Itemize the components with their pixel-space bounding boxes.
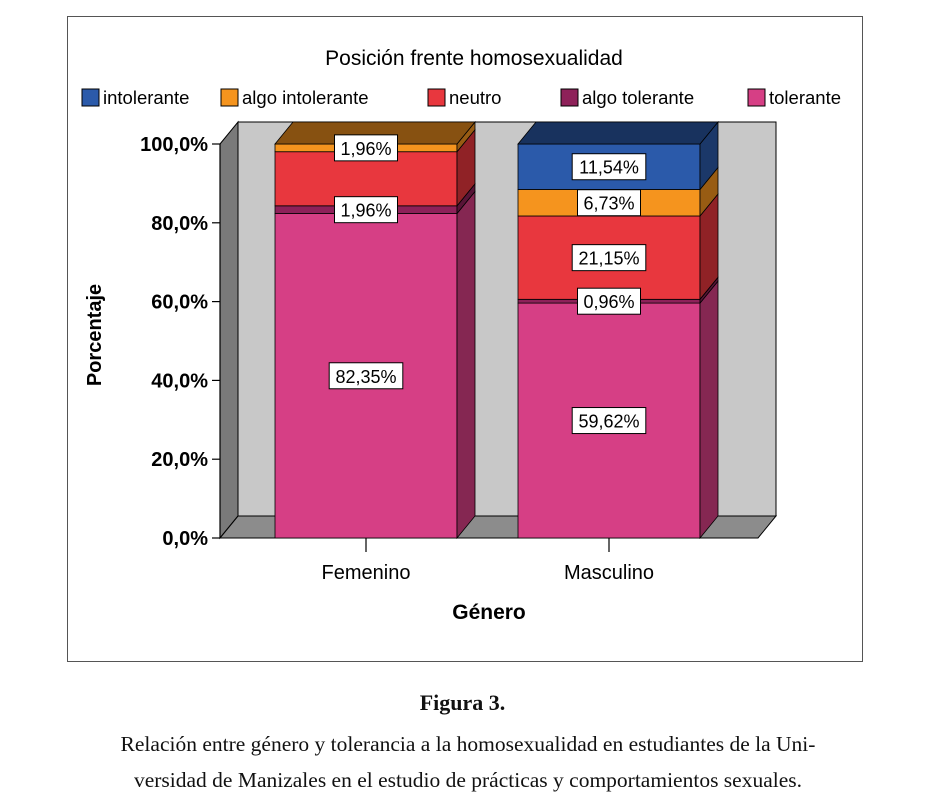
data-label-femenino-algo-intolerante: 1,96% <box>334 134 398 162</box>
chart-title: Posición frente homosexualidad <box>325 47 623 70</box>
y-axis-title: Porcentaje <box>84 284 106 386</box>
data-label-femenino-tolerante-text: 82,35% <box>335 367 396 387</box>
legend-swatch <box>747 88 766 107</box>
data-label-masculino-neutro: 21,15% <box>571 244 647 272</box>
x-tick-label: Masculino <box>564 562 654 584</box>
y-tick-label: 100,0% <box>140 134 208 156</box>
bar-femenino-tolerante-side <box>456 190 476 540</box>
y-tick-label: 60,0% <box>151 292 208 314</box>
legend-label: intolerante <box>103 87 189 108</box>
chart-frame: 0,0% 20,0% 40,0% 60,0% 80,0% 100,0% Femenino Ma… <box>67 16 863 662</box>
x-axis-title: Género <box>452 601 526 624</box>
figure-label: Figura 3. <box>419 690 506 715</box>
legend-swatch <box>427 88 446 107</box>
y-tick-label: 0,0% <box>162 528 208 550</box>
y-tick-label: 80,0% <box>151 213 208 235</box>
legend-swatch <box>560 88 579 107</box>
data-label-femenino-tolerante: 82,35% <box>328 362 404 390</box>
data-label-masculino-tolerante-box <box>571 407 647 435</box>
data-label-masculino-algo-tolerante-text: 0,96% <box>583 292 634 312</box>
bar-masculino-top <box>517 121 719 145</box>
data-label-femenino-algo-tolerante: 1,96% <box>334 196 398 224</box>
data-label-masculino-intolerante-text: 11,54% <box>579 158 639 178</box>
data-label-femenino-algo-tolerante-text: 1,96% <box>340 201 391 221</box>
chart-axes: 0,0% 20,0% 40,0% 60,0% 80,0% 100,0% Femenino Ma… <box>140 134 654 584</box>
data-label-masculino-intolerante: 11,54% <box>571 153 647 181</box>
legend-swatch <box>81 88 100 107</box>
data-label-femenino-algo-tolerante-box <box>334 196 398 224</box>
x-tick-label: Femenino <box>322 562 411 584</box>
data-label-masculino-algo-tolerante: 0,96% <box>577 287 641 315</box>
figure-caption-line-2: versidad de Manizales en el estudio de p… <box>133 768 803 792</box>
data-label-masculino-tolerante: 59,62% <box>571 407 647 435</box>
data-label-masculino-neutro-text: 21,15% <box>578 249 639 269</box>
legend-swatch <box>220 88 239 107</box>
data-label-masculino-intolerante-box <box>571 153 647 181</box>
legend-label: tolerante <box>769 87 841 108</box>
data-label-masculino-algo-tolerante-box <box>577 287 641 315</box>
legend-label: neutro <box>449 87 501 108</box>
side-wall <box>219 120 239 540</box>
y-tick-label: 20,0% <box>151 449 208 471</box>
data-label-masculino-algo-intolerante: 6,73% <box>577 189 641 217</box>
legend-item-algo-intolerante: algo intolerante <box>220 87 369 108</box>
bar-masculino-tolerante-side <box>699 279 719 540</box>
legend-label: algo tolerante <box>582 87 694 108</box>
figure-caption-line-1: Relación entre género y tolerancia a la … <box>120 732 816 756</box>
figure-caption: Relación entre género y tolerancia a la … <box>28 726 908 798</box>
data-label-femenino-algo-intolerante-box <box>334 134 398 162</box>
bar-femenino-tolerante <box>274 190 476 540</box>
data-label-masculino-algo-intolerante-text: 6,73% <box>583 194 634 214</box>
legend-item-tolerante: tolerante <box>747 87 841 108</box>
data-label-masculino-neutro-box <box>571 244 647 272</box>
chart-legend: intolerante algo intolerante neutro algo to… <box>81 87 841 108</box>
data-label-femenino-tolerante-box <box>328 362 404 390</box>
legend-item-algo-tolerante: algo tolerante <box>560 87 694 108</box>
data-label-femenino-algo-intolerante-text: 1,96% <box>340 139 391 159</box>
chart-labels: 82,35% 1,96% 1,96% 59,62% 0,96% 21,15% 6,73% 11… <box>328 134 647 435</box>
y-tick-label: 40,0% <box>151 370 208 392</box>
legend-item-intolerante: intolerante <box>81 87 189 108</box>
data-label-masculino-tolerante-text: 59,62% <box>578 412 639 432</box>
chart-svg: 0,0% 20,0% 40,0% 60,0% 80,0% 100,0% Femenino Ma… <box>81 47 841 624</box>
data-label-masculino-algo-intolerante-box <box>577 189 641 217</box>
legend-label: algo intolerante <box>242 87 369 108</box>
legend-item-neutro: neutro <box>427 87 501 108</box>
